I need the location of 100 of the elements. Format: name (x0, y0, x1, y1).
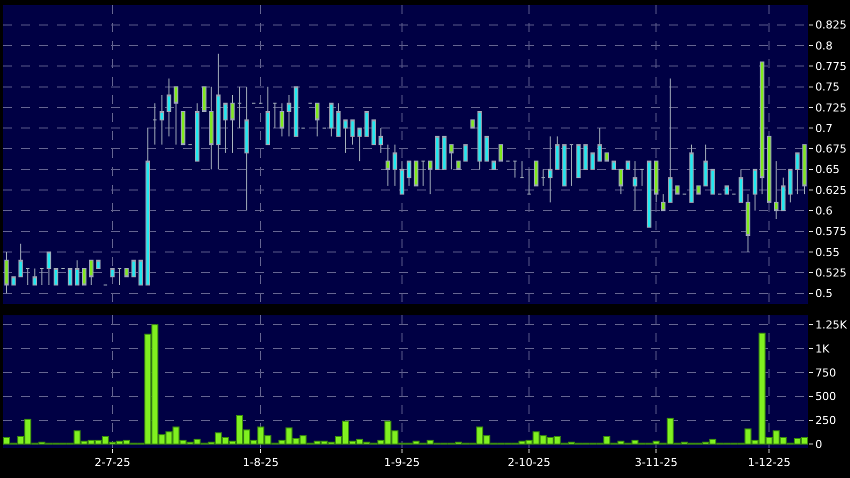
candlestick (11, 276, 16, 286)
candlestick (266, 86, 270, 146)
candlestick (802, 144, 807, 195)
candlestick (68, 268, 72, 286)
candlestick (336, 102, 341, 137)
candlestick (89, 260, 94, 286)
candlestick (131, 260, 136, 278)
candlestick (470, 119, 475, 129)
candlestick (774, 160, 778, 220)
candlestick (364, 111, 369, 137)
candlestick (788, 168, 793, 203)
candlestick (583, 144, 588, 170)
x-tick-label: 2-7-25 (94, 456, 130, 470)
candlestick (760, 62, 764, 195)
candlestick (590, 152, 595, 170)
y-tick-label: 0.7 (815, 122, 833, 135)
candlestick (562, 144, 567, 186)
candlestick (795, 152, 800, 195)
candlestick (498, 144, 504, 162)
candlestick (746, 194, 750, 252)
x-tick-label: 2-10-25 (508, 456, 551, 470)
y-tick-label: 0.55 (815, 246, 840, 259)
y-tick-label: 0.825 (815, 18, 847, 32)
candlestick (294, 86, 298, 137)
candlestick (237, 86, 242, 129)
candlestick (449, 144, 454, 170)
candlestick (350, 119, 355, 146)
candlestick (435, 136, 440, 170)
candlestick (512, 160, 518, 178)
candlestick (696, 185, 701, 195)
candlestick (174, 86, 178, 146)
candlestick (675, 185, 680, 195)
candlestick (286, 94, 292, 137)
candlestick (752, 168, 758, 212)
x-tick-label: 3-11-25 (634, 456, 678, 470)
y-tick-label: 0 (815, 438, 822, 452)
candlestick (244, 86, 249, 212)
candlestick (343, 119, 348, 154)
candlestick (392, 144, 398, 186)
x-tick-label: 1-8-25 (242, 456, 279, 470)
candlestick (194, 102, 200, 162)
candlestick (160, 94, 164, 146)
candlestick (428, 160, 432, 195)
candlestick (640, 168, 644, 186)
candlestick (540, 168, 546, 186)
candlestick (46, 251, 52, 286)
candlestick (180, 111, 186, 146)
candlestick (492, 160, 496, 170)
candlestick (54, 268, 58, 286)
candlestick (703, 144, 708, 186)
candlestick (406, 160, 412, 186)
candlestick (654, 160, 658, 203)
y-tick-label: 0.65 (815, 163, 840, 176)
candlestick (548, 136, 552, 203)
candlestick (477, 111, 482, 170)
candlestick (569, 144, 574, 186)
candlestick (40, 268, 44, 286)
candlestick (420, 160, 426, 186)
candlestick (110, 268, 115, 278)
candlestick (668, 78, 673, 203)
candlestick (597, 128, 602, 162)
candlestick (724, 185, 730, 195)
candlestick (661, 194, 666, 212)
candlestick (612, 160, 616, 170)
candlestick (386, 144, 390, 186)
candlestick (202, 86, 206, 112)
y-tick-label: 750 (815, 366, 836, 380)
candlestick (738, 168, 744, 203)
candlestick (4, 251, 9, 294)
candlestick (280, 102, 284, 137)
candlestick (766, 136, 772, 203)
candlestick (329, 102, 334, 137)
candlestick (526, 168, 532, 195)
candlestick (82, 268, 86, 286)
y-tick-label: 0.625 (815, 184, 847, 197)
candlestick (626, 160, 630, 170)
candlestick (781, 177, 786, 212)
y-tick-label: 1K (815, 342, 830, 356)
candlestick (463, 144, 468, 162)
candlestick (555, 136, 560, 170)
candlestick (209, 86, 214, 170)
candlestick (18, 243, 23, 278)
candlestick (138, 260, 143, 286)
candlestick (25, 268, 30, 286)
candlestick (604, 152, 609, 162)
candlestick (74, 260, 80, 286)
candlestick (146, 128, 150, 286)
candlestick (216, 53, 221, 170)
candlestick (96, 260, 101, 270)
candlestick (371, 119, 376, 146)
candlestick (124, 268, 129, 278)
y-tick-label: 0.725 (815, 101, 847, 114)
y-tick-label: 0.525 (815, 266, 847, 280)
candlestick (456, 160, 461, 170)
candlestick (710, 168, 715, 195)
candlestick (632, 160, 638, 212)
y-tick-label: 250 (815, 414, 836, 428)
x-tick-label: 1-12-25 (748, 456, 791, 470)
candlestick (272, 102, 278, 129)
candlestick (442, 136, 447, 170)
